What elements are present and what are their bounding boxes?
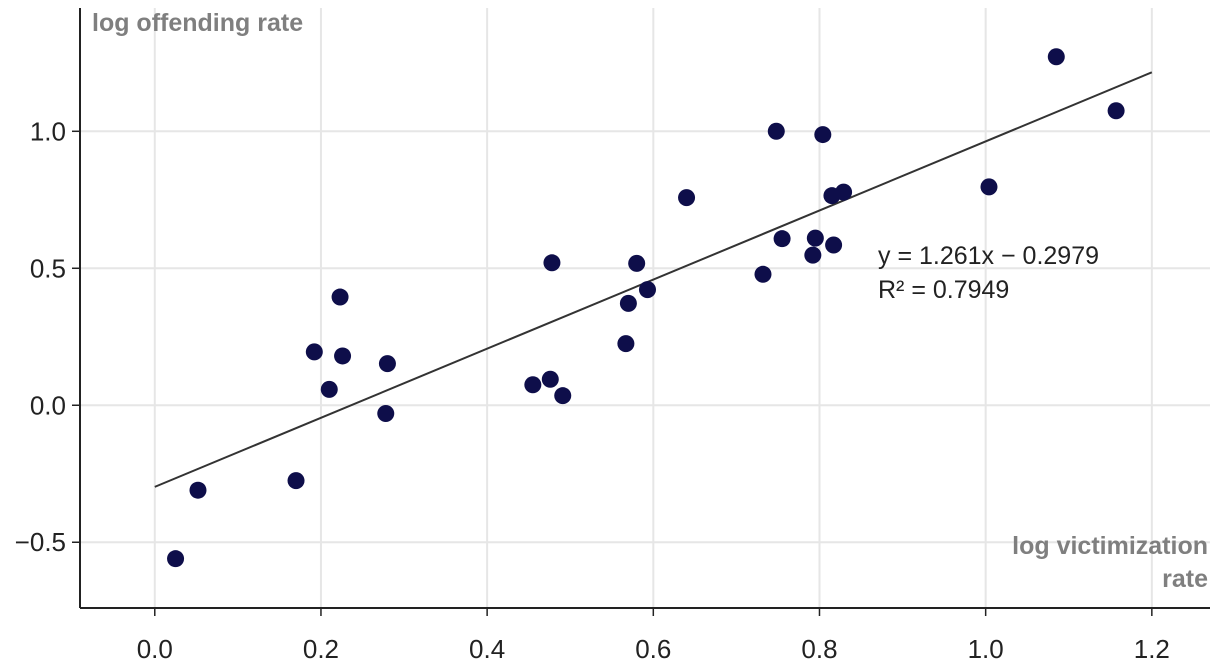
data-point: [767, 122, 785, 140]
data-point: [678, 189, 696, 207]
data-point: [754, 265, 772, 283]
data-point: [628, 254, 646, 272]
data-points: [167, 48, 1125, 568]
data-point: [287, 472, 305, 490]
data-point: [1047, 48, 1065, 66]
x-tick-label: 1.2: [1134, 634, 1170, 664]
y-axis-title: log offending rate: [92, 9, 303, 37]
regression-equation: y = 1.261x − 0.2979: [878, 242, 1099, 270]
x-tick-label: 0.6: [635, 634, 671, 664]
data-point: [554, 387, 572, 405]
y-tick-label: 1.0: [30, 116, 66, 146]
x-tick-label: 0.0: [137, 634, 173, 664]
data-point: [305, 343, 323, 361]
data-point: [1107, 102, 1125, 120]
y-tick-label: 0.0: [30, 390, 66, 420]
x-tick-label: 1.0: [968, 634, 1004, 664]
x-axis-title-line-2: rate: [1162, 565, 1208, 593]
r-squared-label: R² = 0.7949: [878, 276, 1009, 304]
data-point: [189, 481, 207, 499]
data-point: [167, 550, 185, 568]
data-point: [543, 254, 561, 272]
x-tick-label: 0.8: [801, 634, 837, 664]
data-point: [806, 229, 824, 247]
data-point: [814, 126, 832, 144]
data-point: [524, 376, 542, 394]
y-axis-ticks: −0.5 0.0 0.5 1.0: [15, 116, 80, 557]
trendline: [154, 71, 1153, 488]
data-point: [320, 380, 338, 398]
axes: [79, 8, 1210, 609]
grid-lines: [80, 8, 1210, 608]
data-point: [773, 230, 791, 248]
data-point: [638, 281, 656, 299]
data-point: [825, 236, 843, 254]
data-point: [378, 355, 396, 373]
data-point: [980, 178, 998, 196]
x-axis-ticks: 0.0 0.2 0.4 0.6 0.8 1.0 1.2: [137, 608, 1170, 664]
y-tick-label: −0.5: [15, 527, 66, 557]
data-point: [617, 335, 635, 353]
data-point: [835, 183, 853, 201]
data-point: [619, 294, 637, 312]
y-tick-label: 0.5: [30, 253, 66, 283]
x-axis-title-line-1: log victimization: [1012, 532, 1208, 560]
x-tick-label: 0.4: [469, 634, 505, 664]
data-point: [804, 246, 822, 264]
data-point: [377, 404, 395, 422]
x-tick-label: 0.2: [303, 634, 339, 664]
data-point: [334, 347, 352, 365]
data-point: [541, 370, 559, 388]
data-point: [331, 288, 349, 306]
